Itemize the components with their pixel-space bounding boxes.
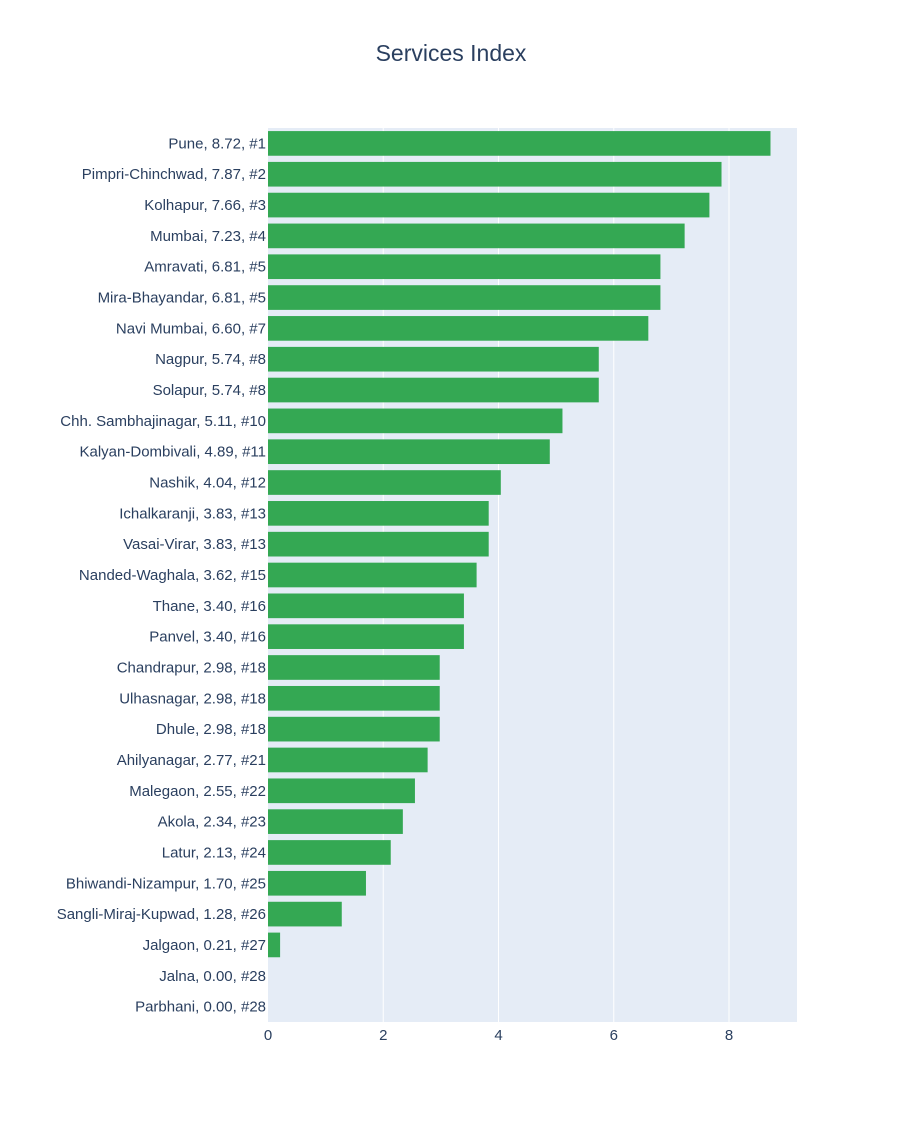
x-tick-label: 6	[610, 1027, 618, 1044]
chart-title: Services Index	[375, 40, 527, 66]
y-tick-label: Chandrapur, 2.98, #18	[117, 659, 266, 676]
y-tick-label: Chh. Sambhajinagar, 5.11, #10	[60, 413, 266, 430]
y-tick-label: Nashik, 4.04, #12	[149, 475, 266, 492]
y-tick-label: Pimpri-Chinchwad, 7.87, #2	[82, 166, 266, 183]
y-tick-label: Kalyan-Dombivali, 4.89, #11	[80, 444, 267, 461]
y-tick-label: Bhiwandi-Nizampur, 1.70, #25	[66, 875, 266, 892]
y-tick-label: Nagpur, 5.74, #8	[155, 351, 266, 368]
bar	[268, 932, 281, 958]
bar	[268, 809, 403, 834]
bar	[268, 685, 440, 711]
y-tick-label: Mumbai, 7.23, #4	[150, 228, 266, 245]
y-tick-label: Latur, 2.13, #24	[162, 844, 266, 861]
y-tick-label: Ichalkaranji, 3.83, #13	[119, 505, 266, 522]
x-tick-label: 8	[725, 1027, 733, 1044]
bar	[268, 346, 599, 372]
y-tick-label: Amravati, 6.81, #5	[144, 259, 266, 276]
y-tick-label: Kolhapur, 7.66, #3	[144, 197, 266, 214]
y-tick-label: Parbhani, 0.00, #28	[135, 999, 266, 1016]
x-tick-label: 4	[494, 1027, 502, 1044]
x-tick-label: 0	[264, 1027, 272, 1044]
bar	[268, 131, 771, 156]
bar	[268, 531, 489, 557]
bar	[268, 716, 440, 742]
bar	[268, 778, 415, 804]
y-tick-label: Jalgaon, 0.21, #27	[143, 937, 266, 954]
bar	[268, 655, 440, 680]
y-tick-label: Solapur, 5.74, #8	[153, 382, 266, 399]
y-tick-label: Jalna, 0.00, #28	[159, 968, 266, 985]
bar	[268, 439, 550, 465]
bar	[268, 747, 428, 773]
y-tick-label: Nanded-Waghala, 3.62, #15	[79, 567, 266, 584]
bar	[268, 316, 649, 341]
x-tick-label: 2	[379, 1027, 387, 1044]
y-tick-label: Dhule, 2.98, #18	[156, 721, 266, 738]
y-tick-label: Thane, 3.40, #16	[153, 598, 266, 615]
y-tick-label: Akola, 2.34, #23	[158, 814, 266, 831]
bar	[268, 161, 722, 187]
y-tick-label: Sangli-Miraj-Kupwad, 1.28, #26	[57, 906, 266, 923]
y-tick-label: Vasai-Virar, 3.83, #13	[123, 536, 266, 553]
bar	[268, 624, 464, 649]
bar	[268, 870, 366, 896]
y-tick-label: Malegaon, 2.55, #22	[129, 783, 266, 800]
y-tick-label: Ahilyanagar, 2.77, #21	[117, 752, 266, 769]
y-tick-label: Pune, 8.72, #1	[168, 135, 266, 152]
bar	[268, 470, 501, 495]
bar	[268, 901, 342, 927]
bar	[268, 192, 710, 218]
y-tick-label: Panvel, 3.40, #16	[149, 629, 266, 646]
bar	[268, 593, 464, 619]
bar	[268, 840, 391, 865]
y-tick-label: Mira-Bhayandar, 6.81, #5	[98, 290, 266, 307]
bar	[268, 501, 489, 526]
bar	[268, 562, 477, 588]
y-tick-label: Navi Mumbai, 6.60, #7	[116, 320, 266, 337]
y-tick-label: Ulhasnagar, 2.98, #18	[119, 690, 266, 707]
bar	[268, 285, 661, 310]
bar	[268, 223, 685, 249]
bar	[268, 254, 661, 280]
bar	[268, 377, 599, 403]
bar	[268, 408, 563, 434]
